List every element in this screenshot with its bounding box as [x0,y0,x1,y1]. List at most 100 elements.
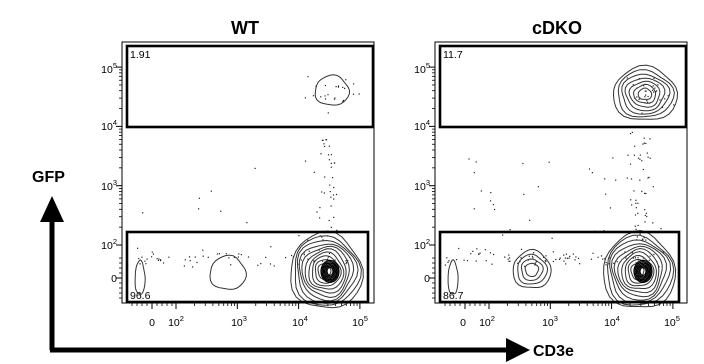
event-dot [313,260,315,262]
event-dot [330,205,332,207]
event-dot [645,90,647,92]
event-dot [520,257,522,259]
event-dot [333,98,336,100]
event-dot [233,256,235,258]
event-dot [609,207,612,209]
contour-line [314,74,351,106]
event-dot [646,152,648,154]
contour-core [320,259,340,283]
event-dot [604,258,606,260]
event-dot [657,84,659,86]
event-dot [565,263,567,265]
event-dot [192,266,194,268]
event-dot [649,138,651,140]
event-dot [647,156,649,158]
contour-core [635,262,651,281]
event-dot [304,160,307,162]
event-dot [643,142,645,144]
y-tick-label: 0 [111,273,117,285]
event-dot [531,255,534,257]
event-dot [475,161,477,163]
event-dot [569,255,571,257]
event-dot [198,197,200,199]
event-dot [655,91,657,93]
event-dot [345,79,347,81]
event-dot [473,172,475,174]
event-dot [591,172,593,174]
event-dot [635,262,637,264]
event-dot [542,256,545,258]
contour-line [621,251,657,289]
event-dot [504,256,506,258]
contour-line [524,262,540,277]
y-tick-label: 104 [101,118,117,133]
event-dot [639,154,641,156]
event-dot [608,263,610,265]
event-dot [642,168,644,171]
event-dot [332,177,334,179]
event-dot [313,171,315,173]
event-dot [202,255,204,257]
event-dot [337,86,339,88]
event-dot [646,215,648,218]
contour-line [617,69,675,118]
event-dot [476,248,478,250]
event-dot [321,139,323,141]
event-dot [647,101,649,103]
event-dot [517,262,519,264]
event-dot [330,162,332,164]
contour-line [610,243,667,301]
contour-line [447,259,459,295]
event-dot [325,139,327,141]
event-dot [158,258,160,260]
event-dot [632,257,634,259]
event-dot [494,208,496,211]
event-dot [285,257,287,259]
event-dot [329,191,331,193]
gate-lower [125,230,370,304]
x-tick-label: 105 [352,314,368,329]
event-dot [551,237,553,239]
y-axis-label: GFP [32,169,65,186]
event-dot [491,263,493,265]
contour-core [324,264,337,279]
event-dot [647,95,649,98]
contour-line [606,234,675,306]
event-dot [329,184,331,186]
event-dot [502,234,504,236]
event-dot [520,248,523,250]
y-tick-label: 102 [414,237,430,252]
event-dot [649,255,651,257]
contour-line [628,80,661,108]
contour-core [634,261,652,282]
event-dot [555,258,557,261]
event-dot [545,261,547,263]
event-dot [645,239,647,241]
event-dot [507,258,509,260]
contour-line [294,235,362,306]
event-dot [641,160,643,162]
event-dot [664,98,666,100]
event-dot [637,202,639,204]
event-dot [198,208,200,210]
event-dot [630,178,633,180]
x-tick-label: 103 [231,314,247,329]
event-dot [448,260,450,262]
event-dot [642,143,644,145]
event-dot [145,263,147,265]
event-dot [478,253,480,255]
contour-core [633,259,653,283]
event-dot [468,158,470,160]
event-dot [630,199,632,201]
contour-line [520,258,544,282]
event-dot [298,235,300,237]
event-dot [334,259,336,261]
event-dot [544,260,546,262]
event-dot [635,207,637,209]
contour-line [298,243,355,302]
event-dot [324,98,327,100]
event-dot [653,253,655,256]
event-dot [332,194,335,196]
event-dot [643,137,645,139]
